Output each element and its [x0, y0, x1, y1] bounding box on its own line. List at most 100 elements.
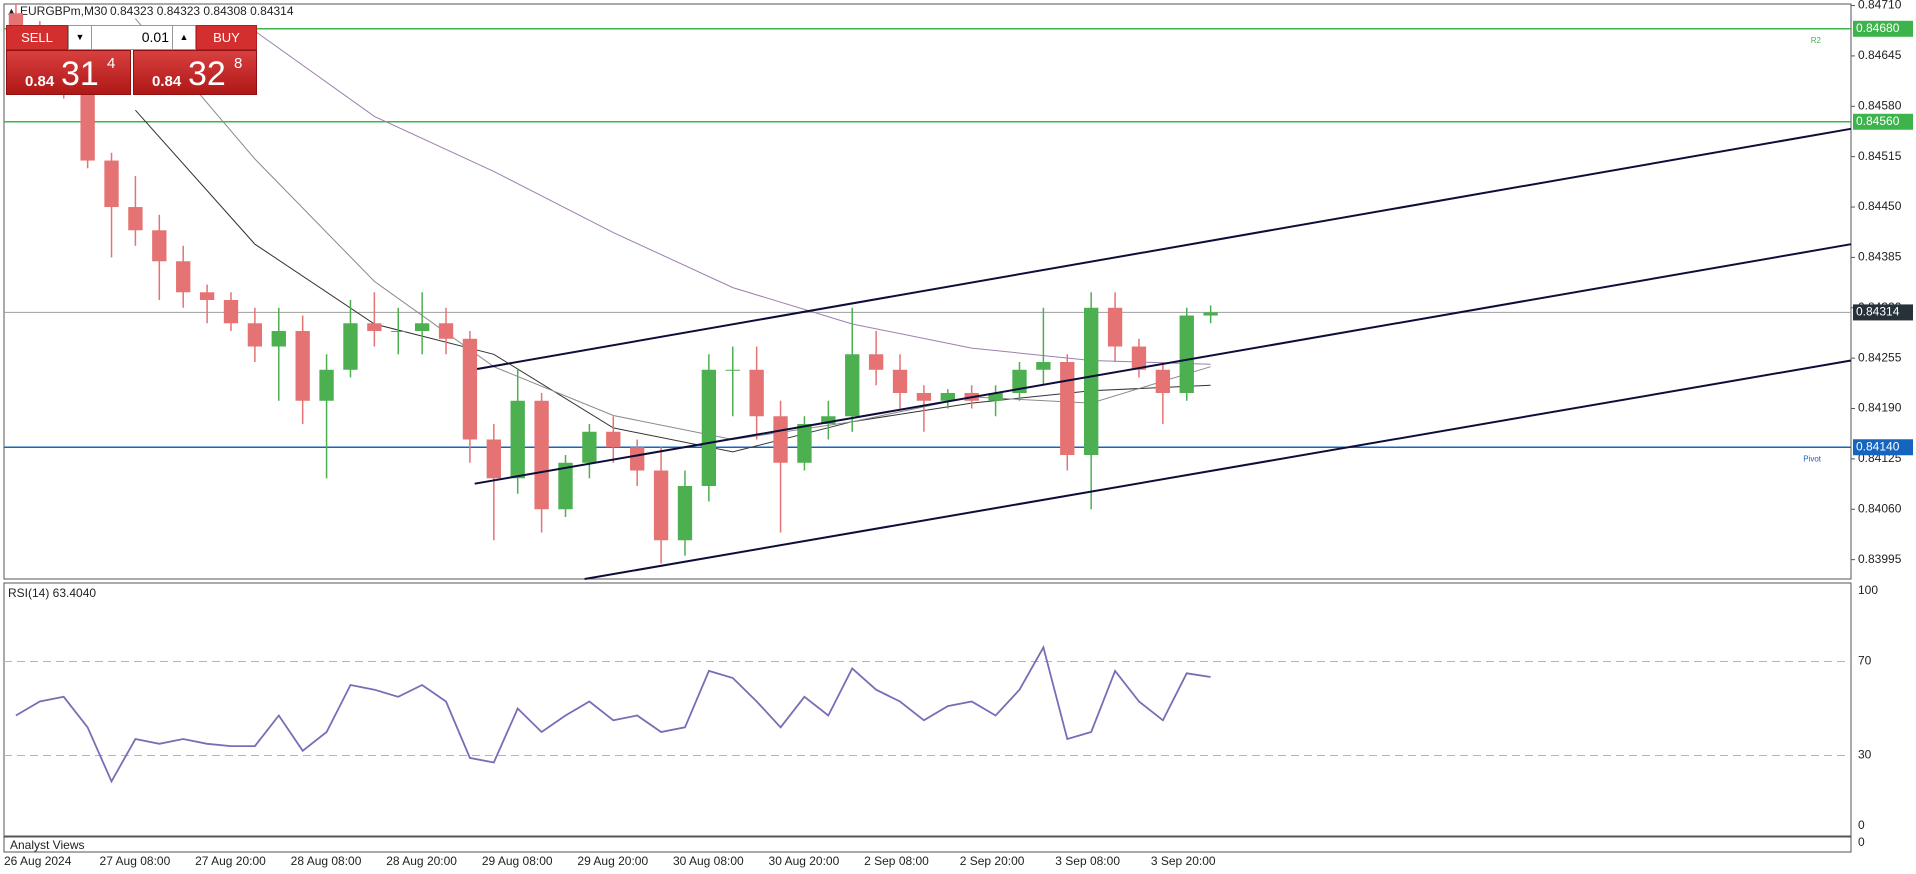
candle-body — [1179, 315, 1194, 394]
candle-body — [1060, 362, 1075, 456]
candle-body — [1107, 307, 1123, 347]
candle-body — [1084, 307, 1099, 456]
level-label: 0.84680 — [1856, 21, 1900, 35]
candle-body — [271, 331, 286, 347]
candle-body — [1036, 362, 1051, 370]
moving-average — [135, 109, 1211, 453]
candle-body — [343, 323, 358, 370]
lot-value[interactable]: 0.01 — [141, 29, 169, 45]
candle-body — [80, 90, 95, 161]
candle-body — [391, 331, 406, 333]
candle-body — [152, 230, 167, 262]
y-tick-label: 100 — [1858, 583, 1878, 597]
rsi-title: RSI(14) 63.4040 — [8, 586, 96, 600]
lot-selector[interactable]: ▼ 0.01 ▲ — [68, 25, 196, 50]
price-panel — [3, 3, 1852, 580]
candle-body — [1155, 369, 1171, 394]
candle-body — [1131, 346, 1147, 370]
y-tick-label: 30 — [1858, 748, 1872, 762]
level-note: R2 — [1811, 36, 1822, 45]
bid-price[interactable]: 0.84 31 4 — [6, 50, 131, 95]
candle-body — [510, 400, 525, 479]
candle-body — [367, 323, 382, 332]
y-tick-label: 0.84060 — [1858, 501, 1902, 515]
symbol: EURGBPm,M30 — [20, 4, 108, 18]
candle-body — [677, 486, 693, 541]
bid-main: 31 — [61, 55, 99, 93]
quote: 0.84323 0.84323 0.84308 0.84314 — [110, 4, 294, 18]
x-tick-label: 29 Aug 08:00 — [482, 854, 553, 868]
candle-body — [558, 462, 573, 510]
candle-body — [128, 207, 143, 231]
x-tick-label: 30 Aug 20:00 — [769, 854, 840, 868]
x-tick-label: 3 Sep 08:00 — [1055, 854, 1120, 868]
candle-body — [534, 400, 549, 510]
candle-body — [199, 292, 215, 301]
bid-small: 4 — [107, 55, 116, 72]
analyst-panel — [3, 836, 1852, 853]
candle-body — [319, 369, 334, 401]
collapse-icon: ▲ — [6, 6, 17, 18]
candle-body — [940, 393, 955, 401]
x-tick-label: 2 Sep 08:00 — [864, 854, 929, 868]
lot-down[interactable]: ▼ — [69, 26, 92, 49]
bid-big: 0.84 — [25, 73, 55, 90]
level-label: 0.84140 — [1856, 439, 1900, 453]
sell-button[interactable]: SELL — [6, 25, 68, 50]
trend-line — [584, 359, 1852, 580]
moving-average — [135, 18, 1211, 441]
y-tick-label: 0.84385 — [1858, 250, 1902, 264]
candle-body — [247, 323, 263, 347]
y-tick-label: 0.84190 — [1858, 401, 1902, 415]
x-tick-label: 28 Aug 20:00 — [386, 854, 457, 868]
candle-body — [916, 393, 932, 401]
candle-body — [1203, 312, 1218, 316]
candle-body — [1012, 369, 1027, 394]
x-tick-label: 3 Sep 20:00 — [1151, 854, 1216, 868]
candle-body — [797, 424, 812, 463]
candle-body — [725, 369, 740, 371]
ask-big: 0.84 — [152, 73, 182, 90]
candle-body — [653, 470, 669, 541]
level-label: 0.84560 — [1856, 114, 1900, 128]
y-tick-label: 0.84515 — [1858, 149, 1902, 163]
rsi-panel — [3, 582, 1852, 837]
ask-main: 32 — [188, 55, 226, 93]
analyst-tab[interactable]: Analyst Views — [10, 838, 84, 852]
level-label-box — [1853, 439, 1913, 456]
candle-body — [176, 261, 191, 293]
buy-button[interactable]: BUY — [196, 25, 257, 50]
candle-body — [821, 416, 836, 425]
x-tick-label: 28 Aug 08:00 — [291, 854, 362, 868]
level-label: 0.84314 — [1856, 305, 1900, 319]
candle-body — [223, 300, 239, 324]
rsi-line — [15, 645, 1211, 784]
candle-body — [868, 354, 884, 370]
candle-body — [582, 431, 597, 463]
ask-price[interactable]: 0.84 32 8 — [133, 50, 257, 95]
y-tick-label: 70 — [1858, 654, 1872, 668]
candle-body — [606, 431, 621, 448]
trend-line — [474, 243, 1852, 485]
candle-body — [414, 323, 430, 332]
trend-line — [476, 127, 1852, 370]
candle-body — [749, 369, 764, 417]
level-note: Pivot — [1803, 454, 1822, 463]
x-tick-label: 2 Sep 20:00 — [960, 854, 1025, 868]
x-tick-label: 26 Aug 2024 — [4, 854, 72, 868]
candle-body — [988, 393, 1003, 401]
lot-up[interactable]: ▲ — [172, 26, 195, 49]
candle-body — [630, 447, 645, 471]
level-label-box — [1853, 113, 1913, 130]
y-tick-label: 0.83995 — [1858, 552, 1902, 566]
y-tick-label: 0.84450 — [1858, 199, 1902, 213]
y-tick-label: 0 — [1858, 818, 1865, 832]
candle-body — [486, 439, 501, 479]
y-tick-label: 0.84645 — [1858, 48, 1902, 62]
y-tick-label: 0.84255 — [1858, 350, 1902, 364]
candle-body — [462, 338, 478, 440]
level-label-box — [1853, 20, 1913, 37]
level-label-box — [1853, 304, 1913, 321]
